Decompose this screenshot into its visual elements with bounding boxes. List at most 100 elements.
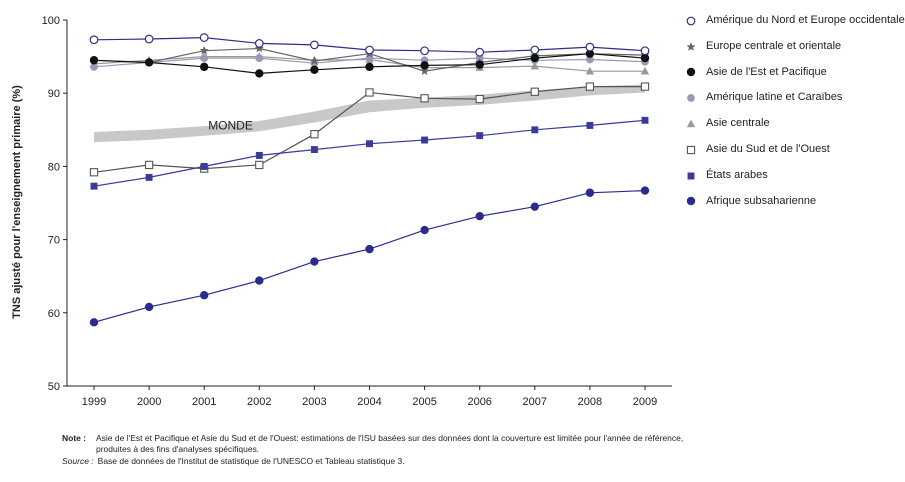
- x-tick-label: 2004: [357, 396, 381, 408]
- series-point: [476, 48, 484, 56]
- series-point: [476, 61, 484, 69]
- x-tick-label: 2003: [302, 396, 326, 408]
- series-point: [366, 63, 374, 71]
- series-point: [531, 46, 539, 54]
- series-point: [311, 66, 319, 74]
- x-tick-label: 2006: [467, 396, 491, 408]
- legend-marker-icon: [684, 91, 698, 105]
- series-point: [146, 161, 153, 168]
- legend-item: Asie de l'Est et Pacifique: [684, 60, 905, 86]
- series-point: [421, 226, 429, 234]
- legend-item: Amérique du Nord et Europe occidentale: [684, 8, 905, 34]
- legend-item: Asie centrale: [684, 111, 905, 137]
- footnotes: Note : Asie de l'Est et Pacifique et Asi…: [62, 433, 702, 467]
- series-point: [200, 63, 208, 71]
- y-tick-label: 90: [48, 88, 60, 100]
- series-point: [366, 141, 372, 147]
- series-point: [586, 43, 594, 51]
- series-point: [421, 47, 429, 55]
- series-point: [256, 152, 262, 158]
- series-point: [90, 56, 98, 64]
- y-axis-title-group: TNS ajusté pour l'enseignement primaire …: [11, 85, 23, 319]
- series-point: [145, 59, 153, 67]
- series-point: [145, 303, 153, 311]
- note-text: Asie de l'Est et Pacifique et Asie du Su…: [96, 433, 702, 454]
- x-tick-label: 2000: [137, 396, 161, 408]
- series-point: [687, 120, 695, 127]
- series-point: [688, 172, 694, 178]
- legend-item: Amérique latine et Caraïbes: [684, 85, 905, 111]
- series-point: [90, 319, 98, 327]
- series-point: [531, 203, 539, 211]
- series-point: [531, 88, 538, 95]
- legend-item: États arabes: [684, 163, 905, 189]
- x-tick-label: 2009: [633, 396, 657, 408]
- series-point: [687, 198, 695, 206]
- series-point: [687, 69, 695, 77]
- series-point: [366, 245, 374, 253]
- series-point: [255, 40, 263, 48]
- legend-marker-icon: [684, 40, 698, 54]
- series-point: [421, 62, 429, 70]
- series-point: [687, 42, 695, 50]
- series-point: [641, 47, 649, 55]
- legend-item: Afrique subsaharienne: [684, 189, 905, 215]
- x-tick-label: 2002: [247, 396, 271, 408]
- legend-label: Amérique du Nord et Europe occidentale: [706, 8, 905, 34]
- legend-marker-icon: [684, 143, 698, 157]
- series-point: [311, 146, 317, 152]
- series-point: [256, 54, 263, 61]
- series-point: [201, 163, 207, 169]
- series-point: [531, 54, 539, 62]
- world-band-label: MONDE: [208, 118, 253, 132]
- legend-marker-icon: [684, 117, 698, 131]
- series-point: [586, 83, 593, 90]
- source-key: Source :: [62, 456, 94, 467]
- legend: Amérique du Nord et Europe occidentale Eu…: [684, 8, 905, 214]
- series-point: [200, 291, 208, 299]
- series-point: [421, 95, 428, 102]
- series-point: [477, 132, 483, 138]
- series-point: [256, 161, 263, 168]
- series-point: [641, 83, 648, 90]
- series-point: [311, 258, 319, 266]
- series-point: [642, 117, 648, 123]
- axes: 50 60 70 80 90 100 1999 2000 2001 2002 2003 2004 200…: [42, 15, 672, 408]
- y-tick-label: 60: [48, 308, 60, 320]
- legend-marker-icon: [684, 14, 698, 28]
- note-row: Note : Asie de l'Est et Pacifique et Asi…: [62, 433, 702, 454]
- series-point: [91, 183, 97, 189]
- x-tick-label: 2005: [412, 396, 436, 408]
- line-chart: TNS ajusté pour l'enseignement primaire …: [0, 0, 680, 430]
- series-point: [366, 46, 374, 54]
- series-point: [145, 35, 153, 43]
- x-tick-label: 2001: [192, 396, 216, 408]
- series-markers: [90, 34, 649, 326]
- series-point: [311, 41, 319, 49]
- legend-marker-icon: [684, 65, 698, 79]
- series-point: [421, 137, 427, 143]
- note-key: Note :: [62, 433, 96, 454]
- y-tick-label: 100: [42, 15, 60, 27]
- series-lines: [94, 38, 645, 323]
- series-point: [687, 95, 694, 102]
- y-tick-label: 50: [48, 381, 60, 393]
- legend-item: Europe centrale et orientale: [684, 34, 905, 60]
- source-text: Base de données de l'Institut de statist…: [98, 456, 405, 467]
- series-point: [311, 131, 318, 138]
- x-tick-label: 2007: [523, 396, 547, 408]
- series-point: [90, 36, 98, 44]
- series-line: [94, 191, 645, 323]
- series-point: [255, 70, 263, 78]
- series-point: [201, 54, 208, 61]
- series-point: [200, 34, 208, 42]
- series-point: [476, 212, 484, 220]
- y-tick-label: 70: [48, 235, 60, 247]
- x-tick-label: 1999: [82, 396, 106, 408]
- legend-label: Asie centrale: [706, 111, 770, 137]
- legend-label: États arabes: [706, 163, 768, 189]
- series-point: [687, 17, 695, 25]
- series-point: [687, 146, 694, 153]
- series-point: [586, 189, 594, 197]
- series-point: [90, 169, 97, 176]
